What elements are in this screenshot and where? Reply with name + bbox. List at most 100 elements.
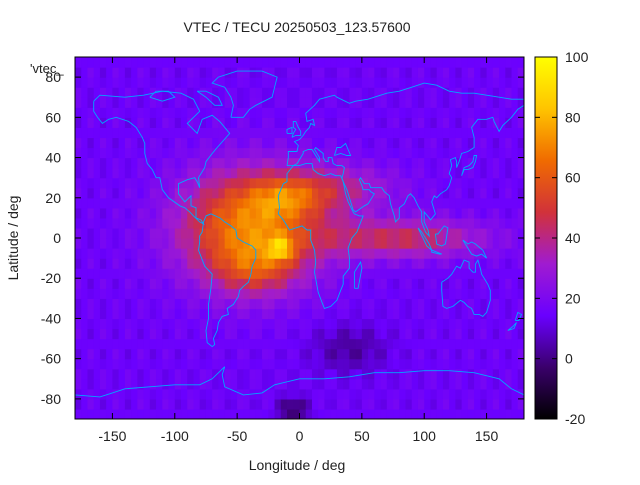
heatmap-cell — [174, 278, 182, 289]
heatmap-cell — [268, 278, 276, 289]
heatmap-cell — [162, 398, 170, 410]
heatmap-cell — [517, 268, 524, 279]
heatmap-cell — [455, 67, 463, 78]
heatmap-cell — [118, 167, 126, 179]
heatmap-cell — [455, 248, 463, 259]
heatmap-cell — [311, 107, 319, 118]
heatmap-cell — [280, 147, 288, 159]
heatmap-cell — [318, 177, 326, 189]
heatmap-cell — [499, 348, 506, 360]
heatmap-cell — [324, 298, 332, 309]
heatmap-cell — [205, 217, 213, 229]
heatmap-cell — [455, 368, 463, 380]
heatmap-cell — [436, 217, 444, 229]
heatmap-cell — [324, 177, 332, 189]
heatmap-cell — [330, 358, 338, 370]
heatmap-cell — [75, 298, 82, 309]
heatmap-cell — [355, 167, 363, 179]
heatmap-cell — [124, 278, 132, 289]
heatmap-cell — [311, 117, 319, 128]
heatmap-cell — [174, 207, 182, 219]
heatmap-cell — [224, 368, 232, 380]
heatmap-cell — [299, 107, 307, 118]
heatmap-cell — [336, 167, 344, 179]
heatmap-cell — [318, 308, 326, 320]
heatmap-cell — [156, 127, 163, 139]
heatmap-cell — [374, 328, 382, 340]
heatmap-cell — [349, 147, 357, 159]
heatmap-cell — [393, 348, 400, 360]
heatmap-cell — [405, 57, 413, 68]
heatmap-cell — [424, 258, 432, 269]
heatmap-cell — [374, 87, 382, 98]
heatmap-cell — [162, 348, 170, 360]
heatmap-cell — [324, 207, 332, 219]
heatmap-cell — [455, 358, 463, 370]
heatmap-cell — [218, 278, 226, 289]
heatmap-cell — [193, 77, 201, 88]
heatmap-cell — [124, 328, 132, 340]
heatmap-cell — [499, 77, 506, 88]
heatmap-cell — [467, 117, 475, 128]
heatmap-cell — [324, 268, 332, 279]
heatmap-cell — [380, 288, 388, 299]
heatmap-cell — [87, 157, 95, 169]
heatmap-cell — [255, 328, 263, 340]
heatmap-cell — [517, 318, 524, 330]
heatmap-cell — [424, 197, 432, 209]
heatmap-cell — [449, 67, 457, 78]
heatmap-cell — [293, 358, 301, 370]
heatmap-cell — [81, 408, 89, 419]
heatmap-cell — [112, 147, 120, 159]
heatmap-cell — [93, 238, 101, 249]
heatmap-cell — [168, 77, 176, 88]
heatmap-cell — [505, 348, 513, 360]
heatmap-cell — [230, 368, 238, 380]
heatmap-cell — [131, 278, 138, 289]
heatmap-cell — [149, 258, 157, 269]
heatmap-cell — [205, 298, 213, 309]
heatmap-cell — [131, 268, 138, 279]
heatmap-cell — [174, 388, 182, 400]
heatmap-cell — [336, 67, 344, 78]
heatmap-cell — [268, 147, 276, 159]
heatmap-cell — [137, 348, 145, 360]
heatmap-cell — [249, 77, 257, 88]
heatmap-cell — [162, 67, 170, 78]
heatmap-cell — [174, 147, 182, 159]
heatmap-cell — [75, 137, 82, 149]
heatmap-cell — [318, 338, 326, 350]
heatmap-cell — [430, 57, 438, 68]
heatmap-cell — [467, 318, 475, 330]
heatmap-cell — [262, 177, 269, 189]
heatmap-cell — [81, 97, 89, 108]
heatmap-cell — [430, 107, 438, 118]
heatmap-cell — [137, 408, 145, 419]
heatmap-cell — [368, 388, 375, 400]
heatmap-cell — [417, 288, 425, 299]
heatmap-cell — [374, 137, 382, 149]
heatmap-cell — [417, 127, 425, 139]
heatmap-cell — [87, 268, 95, 279]
heatmap-cell — [517, 288, 524, 299]
heatmap-cell — [455, 348, 463, 360]
heatmap-cell — [274, 157, 282, 169]
heatmap-cell — [237, 157, 244, 169]
heatmap-cell — [492, 388, 500, 400]
heatmap-cell — [461, 368, 469, 380]
heatmap-cell — [405, 288, 413, 299]
heatmap-cell — [486, 348, 494, 360]
heatmap-cell — [230, 187, 238, 199]
heatmap-cell — [311, 248, 319, 259]
heatmap-cell — [199, 77, 207, 88]
heatmap-cell — [436, 368, 444, 380]
heatmap-cell — [293, 388, 301, 400]
heatmap-cell — [168, 187, 176, 199]
heatmap-cell — [118, 57, 126, 68]
heatmap-cell — [368, 298, 375, 309]
heatmap-cell — [124, 358, 132, 370]
heatmap-cell — [249, 338, 257, 350]
heatmap-cell — [430, 388, 438, 400]
heatmap-cell — [199, 328, 207, 340]
heatmap-cell — [174, 368, 182, 380]
